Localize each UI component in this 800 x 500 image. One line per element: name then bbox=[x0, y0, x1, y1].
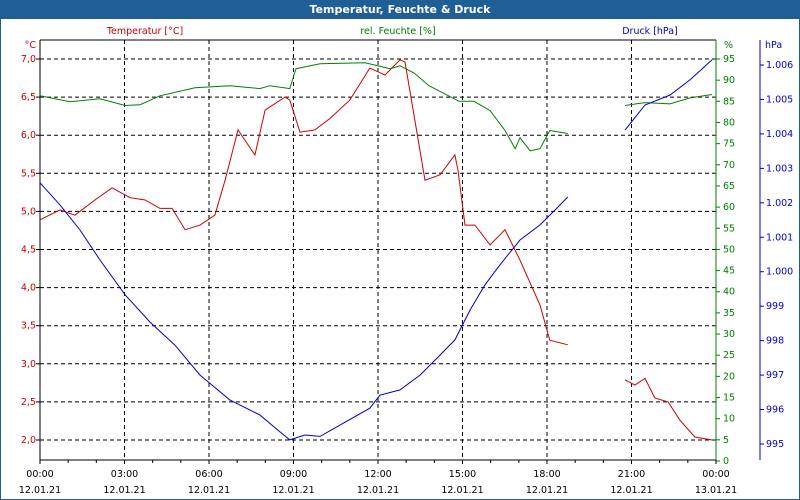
pressure-tick-label: 1.002 bbox=[766, 198, 793, 209]
temp-tick-label: 4,5 bbox=[21, 245, 36, 256]
x-tick-time: 09:00 bbox=[280, 469, 307, 480]
temp-unit: °C bbox=[25, 40, 37, 51]
pressure-tick-label: 996 bbox=[766, 405, 784, 416]
x-tick-date: 12.01.21 bbox=[610, 485, 652, 496]
temp-tick-label: 3,0 bbox=[21, 359, 36, 370]
pressure-unit: hPa bbox=[765, 40, 782, 51]
series-line-press bbox=[624, 59, 713, 131]
pressure-tick-label: 1.003 bbox=[766, 163, 793, 174]
temp-tick-label: 6,0 bbox=[21, 130, 36, 141]
temp-tick-label: 3,5 bbox=[21, 321, 36, 332]
temp-tick-label: 2,0 bbox=[21, 435, 36, 446]
x-tick-date: 13.01.21 bbox=[695, 485, 737, 496]
x-tick-date: 12.01.21 bbox=[526, 485, 568, 496]
series-line-temp bbox=[624, 377, 713, 441]
series-line-press bbox=[39, 182, 569, 441]
humidity-tick-label: 90 bbox=[723, 75, 735, 86]
humidity-tick-label: 45 bbox=[723, 266, 735, 277]
pressure-tick-label: 997 bbox=[766, 370, 784, 381]
temp-axis-title: Temperatur [°C] bbox=[106, 26, 183, 37]
x-tick-time: 06:00 bbox=[195, 469, 222, 480]
humidity-unit: % bbox=[724, 40, 733, 51]
temp-tick-label: 5,5 bbox=[21, 168, 36, 179]
humidity-axis-title: rel. Feuchte [%] bbox=[360, 26, 435, 37]
humidity-tick-label: 0 bbox=[723, 456, 729, 467]
humidity-tick-label: 50 bbox=[723, 244, 735, 255]
x-tick-time: 00:00 bbox=[702, 469, 729, 480]
humidity-tick-label: 55 bbox=[723, 223, 735, 234]
humidity-tick-label: 85 bbox=[723, 96, 735, 107]
x-tick-date: 12.01.21 bbox=[103, 485, 145, 496]
temp-tick-label: 2,5 bbox=[21, 397, 36, 408]
pressure-tick-label: 1.001 bbox=[766, 232, 793, 243]
series-line-hum bbox=[624, 94, 713, 106]
pressure-axis-title: Druck [hPa] bbox=[622, 26, 678, 37]
humidity-tick-label: 35 bbox=[723, 308, 735, 319]
x-tick-date: 12.01.21 bbox=[19, 485, 61, 496]
window-title: Temperatur, Feuchte & Druck bbox=[1, 1, 799, 19]
humidity-tick-label: 95 bbox=[723, 54, 735, 65]
humidity-tick-label: 10 bbox=[723, 414, 735, 425]
x-tick-time: 21:00 bbox=[618, 469, 645, 480]
humidity-tick-label: 75 bbox=[723, 139, 735, 150]
humidity-tick-label: 60 bbox=[723, 202, 735, 213]
pressure-tick-label: 1.004 bbox=[766, 129, 793, 140]
x-tick-date: 12.01.21 bbox=[441, 485, 483, 496]
temp-tick-label: 5,0 bbox=[21, 206, 36, 217]
temp-tick-label: 4,0 bbox=[21, 283, 36, 294]
pressure-tick-label: 1.005 bbox=[766, 94, 793, 105]
x-tick-time: 00:00 bbox=[26, 469, 53, 480]
x-tick-time: 15:00 bbox=[449, 469, 476, 480]
pressure-tick-label: 1.000 bbox=[766, 267, 793, 278]
humidity-tick-label: 65 bbox=[723, 181, 735, 192]
humidity-tick-label: 30 bbox=[723, 329, 735, 340]
temp-tick-label: 6,5 bbox=[21, 92, 36, 103]
pressure-tick-label: 999 bbox=[766, 301, 784, 312]
pressure-tick-label: 995 bbox=[766, 439, 784, 450]
x-tick-time: 18:00 bbox=[533, 469, 560, 480]
humidity-tick-label: 25 bbox=[723, 350, 735, 361]
humidity-tick-label: 40 bbox=[723, 287, 735, 298]
series-line-temp bbox=[39, 59, 568, 346]
x-tick-date: 12.01.21 bbox=[272, 485, 314, 496]
humidity-tick-label: 5 bbox=[723, 435, 729, 446]
x-tick-date: 12.01.21 bbox=[357, 485, 399, 496]
temp-tick-label: 7,0 bbox=[21, 54, 36, 65]
pressure-tick-label: 998 bbox=[766, 336, 784, 347]
humidity-tick-label: 20 bbox=[723, 371, 735, 382]
humidity-tick-label: 15 bbox=[723, 393, 735, 404]
humidity-tick-label: 70 bbox=[723, 160, 735, 171]
series-line-hum bbox=[39, 62, 568, 152]
pressure-tick-label: 1.006 bbox=[766, 60, 793, 71]
x-tick-date: 12.01.21 bbox=[188, 485, 230, 496]
x-tick-time: 03:00 bbox=[111, 469, 138, 480]
humidity-tick-label: 80 bbox=[723, 117, 735, 128]
x-tick-time: 12:00 bbox=[364, 469, 391, 480]
